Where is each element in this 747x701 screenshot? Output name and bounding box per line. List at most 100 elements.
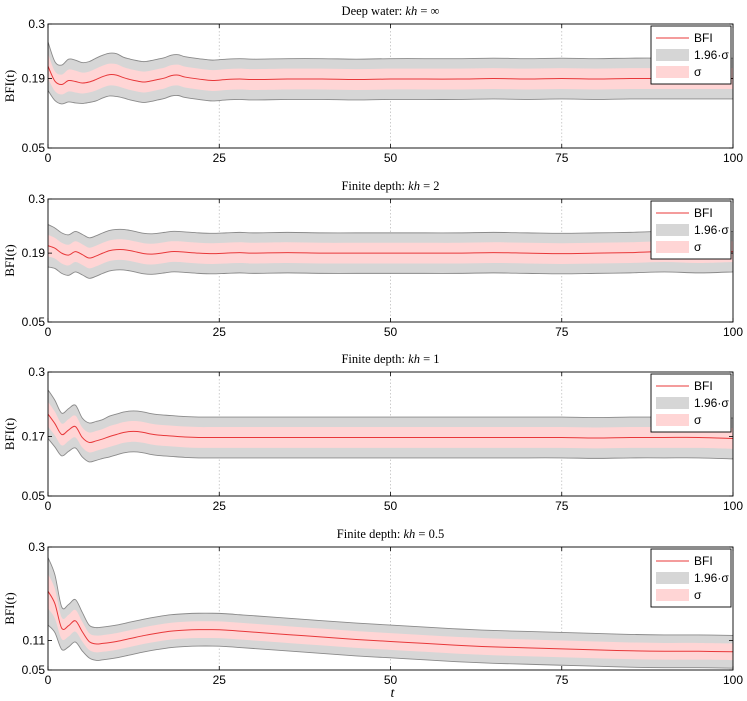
title-equals: = [420,352,433,366]
y-tick-label: 0.05 [22,489,46,503]
title-variable: kh [408,179,420,193]
bfi-line [48,413,733,444]
band-sigma [48,53,733,95]
x-tick-label: 50 [384,499,398,513]
x-tick-label: 25 [213,499,227,513]
y-tick-label: 0.05 [22,663,46,677]
y-tick-label: 0.3 [28,192,45,206]
chart-panel-2: Finite depth: kh = 2 0 25 50 75 100 0.05 0.19 0.… [2,179,743,339]
y-tick-label: 0.3 [28,540,45,554]
legend-swatch-1-96-sigma [656,572,689,584]
band-1-96-sigma-upper-edge [48,557,733,636]
x-tick-label: 25 [213,325,227,339]
title-equals: = [417,4,430,18]
x-tick-label: 75 [555,499,569,513]
plot-area [48,557,733,669]
title-value: 2 [433,179,439,193]
bfi-line [48,245,733,259]
band-sigma [48,401,733,453]
legend: BFI 1.96·σ σ [650,200,732,260]
x-tick-label: 100 [723,499,743,513]
x-tick-label: 100 [723,325,743,339]
chart-title: Finite depth: kh = 1 [341,352,439,366]
x-tick-label: 75 [555,325,569,339]
y-axis-label: BFI(t) [2,592,17,625]
plot-area [48,224,733,279]
title-equals: = [420,179,433,193]
x-tick-label: 0 [45,499,52,513]
y-tick-label: 0.05 [22,141,46,155]
y-tick-label: 0.11 [23,633,46,647]
legend-swatch-sigma [656,66,689,78]
legend-label: 1.96·σ [694,223,729,237]
legend-label: BFI [694,379,713,393]
x-tick-label: 0 [45,151,52,165]
band-1-96-sigma-lower-edge [48,438,733,463]
x-tick-label: 100 [723,151,743,165]
y-tick-label: 0.19 [22,246,46,260]
x-tick-label: 75 [555,151,569,165]
legend-swatch-1-96-sigma [656,224,689,236]
title-value: ∞ [431,4,440,18]
legend-label: 1.96·σ [694,396,729,410]
y-tick-label: 0.17 [22,429,46,443]
x-axis-label: t [391,686,396,701]
legend: BFI 1.96·σ σ [650,373,732,433]
legend-swatch-sigma [656,414,689,426]
x-tick-label: 50 [384,151,398,165]
x-tick-label: 25 [213,151,227,165]
chart-title: Deep water: kh = ∞ [342,4,440,18]
y-axis-label: BFI(t) [2,70,17,103]
x-tick-label: 0 [45,325,52,339]
band-1-96-sigma-upper-edge [48,41,733,66]
title-value: 0.5 [429,527,445,541]
y-tick-label: 0.3 [28,365,45,379]
legend-swatch-1-96-sigma [656,397,689,409]
legend-swatch-sigma [656,241,689,253]
x-tick-label: 50 [384,325,398,339]
x-tick-label: 75 [555,673,569,687]
legend-label: 1.96·σ [694,48,729,62]
chart-title: Finite depth: kh = 0.5 [337,527,444,541]
legend-label: BFI [694,31,713,45]
title-value: 1 [433,352,439,366]
title-prefix: Finite depth: [341,352,408,366]
bfi-line [48,591,733,653]
y-axis-label: BFI(t) [2,418,17,451]
plot-area [48,41,733,105]
legend-label: 1.96·σ [694,571,729,585]
legend-label: σ [694,240,702,254]
y-tick-label: 0.3 [28,17,45,31]
legend-label: σ [694,65,702,79]
title-variable: kh [403,527,415,541]
legend: BFI 1.96·σ σ [650,548,732,608]
legend-label: BFI [694,554,713,568]
plot-area [48,389,733,463]
legend-label: BFI [694,206,713,220]
chart-panel-1: Deep water: kh = ∞ 0 25 50 75 100 0.05 0.19 0.3 B… [2,4,743,165]
title-variable: kh [405,4,417,18]
title-equals: = [415,527,428,541]
legend-swatch-sigma [656,589,689,601]
legend-label: σ [694,413,702,427]
y-tick-label: 0.19 [22,72,46,86]
x-tick-label: 0 [45,673,52,687]
chart-panel-3: Finite depth: kh = 1 0 25 50 75 100 0.05 0.17 0.… [2,352,743,513]
x-tick-label: 25 [213,673,227,687]
chart-panel-4: Finite depth: kh = 0.5 0 25 50 75 100 0.05 0.11… [2,527,743,701]
band-1-96-sigma-lower-edge [48,90,733,105]
band-1-96-sigma-lower-edge [48,624,733,669]
band-1-96-sigma-upper-edge [48,224,733,239]
legend: BFI 1.96·σ σ [650,25,732,85]
title-variable: kh [408,352,420,366]
chart-title: Finite depth: kh = 2 [341,179,439,193]
title-prefix: Finite depth: [341,179,408,193]
title-prefix: Deep water: [342,4,406,18]
legend-swatch-1-96-sigma [656,49,689,61]
y-axis-label: BFI(t) [2,244,17,277]
band-1-96-sigma-upper-edge [48,389,733,424]
band-1-96-sigma-lower-edge [48,266,733,279]
band-sigma [48,234,733,269]
legend-label: σ [694,588,702,602]
